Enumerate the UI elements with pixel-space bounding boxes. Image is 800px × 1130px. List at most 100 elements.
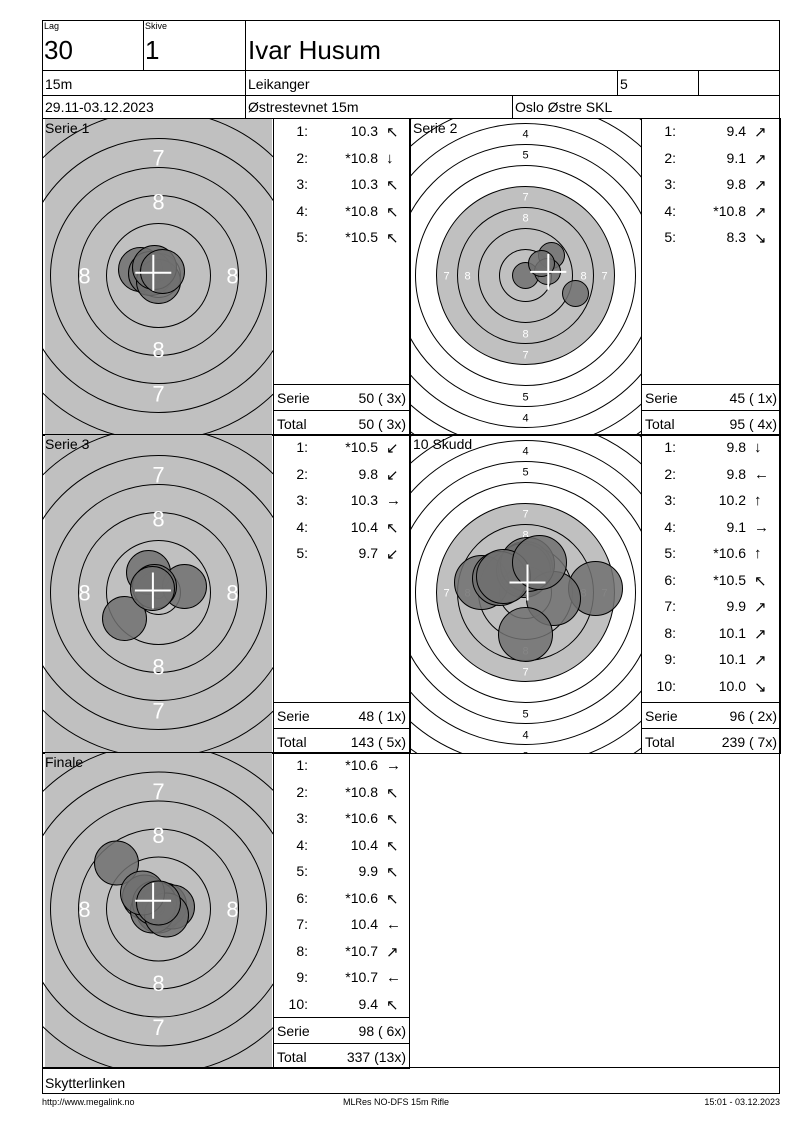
class-cell: 5 [617, 70, 699, 96]
system-cell: Skytterlinken [42, 1067, 780, 1094]
arrow-up-left-icon: ↖ [386, 203, 399, 221]
target-ring [50, 800, 267, 1018]
total-label: Total [277, 734, 307, 750]
extra-cell [698, 70, 780, 96]
shot-number: 5: [296, 229, 308, 245]
ring-number: 8 [152, 190, 164, 215]
arrow-up-left-icon: ↖ [386, 177, 399, 194]
serie-value: 96 ( 2x) [729, 708, 777, 724]
shot-value: 9.8 [726, 176, 746, 192]
url-link[interactable]: http://www.megalink.no [42, 1097, 135, 1107]
distance: 15m [45, 76, 73, 92]
arrow-up-right-icon: ↗ [386, 943, 399, 961]
distance-cell: 15m [42, 70, 246, 96]
shot-value: 10.3 [350, 492, 378, 508]
total-sum: Total 95 ( 4x) [642, 410, 780, 437]
shot-hole [498, 607, 553, 662]
shot-value: 10.1 [718, 624, 746, 641]
ring-number: 6 [422, 271, 428, 283]
shot-number: 6: [296, 889, 308, 906]
shot-number: 5: [664, 229, 676, 245]
ring-number: 7 [152, 146, 164, 171]
shot-value: 9.4 [726, 123, 746, 139]
ring-number: 7 [152, 463, 164, 488]
ring-number: 4 [522, 730, 528, 742]
ring-number: 4 [522, 413, 528, 425]
arrow-up-right-icon: ↗ [754, 625, 767, 643]
target-ring [411, 440, 641, 745]
arrow-right-icon: → [386, 492, 401, 509]
shot-number: 3: [296, 492, 308, 508]
shot-value: *10.8 [713, 202, 746, 219]
arrow-left-icon: ← [386, 969, 401, 986]
arrow-up-right-icon: ↗ [754, 124, 767, 141]
ring-number: 6 [622, 588, 628, 600]
shot-value: 9.8 [358, 465, 378, 482]
target-ring [43, 771, 273, 1047]
ring-number: 6 [422, 588, 428, 600]
arrow-down-right-icon: ↘ [754, 678, 767, 696]
ring-number: 6 [522, 171, 528, 183]
shot-value: 8.3 [726, 229, 746, 245]
shot-number: 5: [664, 545, 676, 561]
serie-label: Serie [645, 708, 678, 724]
shot-number: 5: [296, 863, 308, 879]
arrow-up-left-icon: ↖ [386, 864, 399, 881]
target-ring [78, 195, 239, 356]
arrow-up-icon: ↑ [754, 545, 762, 562]
club-cell: Leikanger [245, 70, 618, 96]
skive-label: Skive [145, 21, 168, 31]
target-ring [106, 223, 211, 328]
shot-value: *10.7 [345, 969, 378, 985]
total-label: Total [277, 1049, 307, 1065]
ring-number: 7 [522, 192, 528, 204]
total-value: 337 (13x) [346, 1049, 406, 1065]
shot-value: *10.5 [713, 571, 746, 588]
shot-number: 9: [664, 651, 676, 667]
target-ring [457, 207, 594, 344]
ring-number: 8 [226, 264, 238, 289]
ring-number: 3 [522, 435, 528, 437]
target-svg: 7 7 8 8 8 8 [43, 119, 273, 435]
total-value: 95 ( 4x) [729, 416, 777, 432]
arrow-down-left-icon: ↙ [386, 466, 399, 484]
arrow-down-left-icon: ↙ [386, 546, 399, 563]
event: Østrestevnet 15m [248, 99, 359, 115]
shot-value: 9.1 [726, 518, 746, 535]
target-ring [43, 138, 273, 413]
serie-sum: Serie 48 ( 1x) [274, 702, 409, 729]
dates-cell: 29.11-03.12.2023 [42, 95, 246, 119]
serie-value: 98 ( 6x) [358, 1023, 406, 1039]
arrow-up-right-icon: ↗ [754, 203, 767, 221]
panel-title: Serie 1 [45, 120, 90, 136]
total-label: Total [645, 416, 675, 432]
panel-title: Serie 2 [413, 120, 458, 136]
ring-number: 5 [522, 467, 528, 479]
ring-number: 8 [522, 213, 528, 225]
dates: 29.11-03.12.2023 [45, 99, 154, 115]
ring-number: 7 [152, 779, 164, 804]
shot-value: *10.5 [345, 439, 378, 455]
score-column: 1: 10.3 ↖ 2: *10.8 ↓ 3: 10.3 ↖ 4: *10.8 … [273, 118, 410, 436]
ring-number: 7 [152, 1015, 164, 1040]
shot-number: 9: [296, 969, 308, 985]
target-panel: Finale 7 7 8 8 8 8 [42, 752, 274, 1069]
total-value: 143 ( 5x) [350, 734, 406, 750]
shot-value: *10.6 [345, 810, 378, 826]
target-ring [415, 482, 636, 703]
arrow-up-left-icon: ↖ [386, 811, 399, 828]
total-label: Total [645, 734, 675, 750]
serie-value: 45 ( 1x) [729, 390, 777, 406]
shot-value: 10.2 [718, 492, 746, 508]
ring-number: 4 [522, 129, 528, 141]
shot-number: 1: [664, 439, 676, 455]
ring-number: 7 [522, 667, 528, 679]
total-sum: Total 239 ( 7x) [642, 728, 780, 755]
shot-number: 7: [664, 598, 676, 614]
ring-number: 7 [522, 350, 528, 362]
panel-title: 10 Skudd [413, 436, 473, 452]
shot-number: 6: [664, 571, 676, 588]
ring-number: 7 [152, 382, 164, 407]
shot-number: 4: [664, 202, 676, 219]
serie-label: Serie [277, 708, 310, 724]
